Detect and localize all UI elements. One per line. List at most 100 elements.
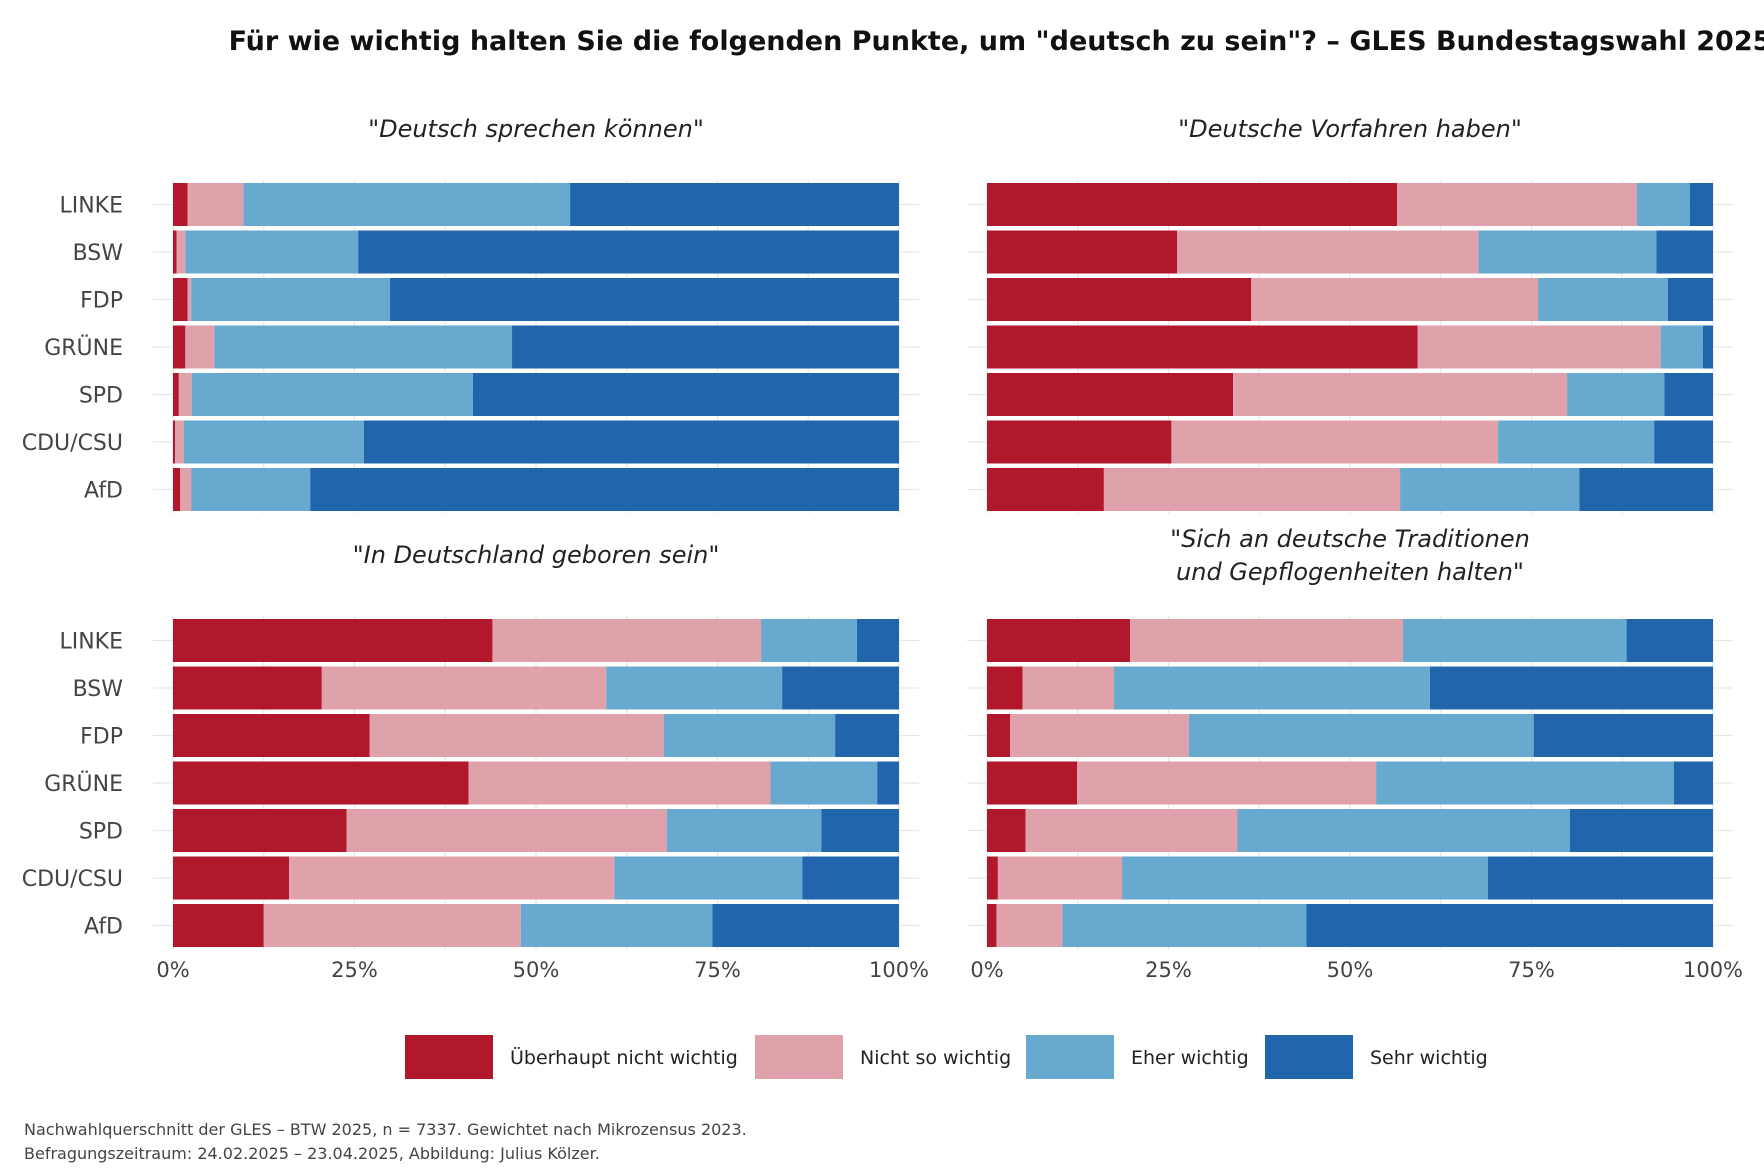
- x-tick-label: 0%: [156, 958, 189, 982]
- bar-fdp-sehr-wichtig: [390, 278, 899, 321]
- legend-label-ueberhaupt-nicht-wichtig: Überhaupt nicht wichtig: [510, 1046, 738, 1069]
- bar-spd-nicht-so-wichtig: [1025, 809, 1238, 852]
- bar-fdp-ueberhaupt-nicht-wichtig: [173, 714, 370, 757]
- bar-cdu-csu-sehr-wichtig: [363, 420, 899, 464]
- bar-gruene-eher-wichtig: [1376, 761, 1674, 805]
- bar-spd-ueberhaupt-nicht-wichtig: [173, 809, 347, 852]
- x-tick-label: 100%: [1683, 958, 1743, 982]
- bar-bsw-eher-wichtig: [1478, 230, 1657, 274]
- bar-linke-nicht-so-wichtig: [187, 183, 244, 226]
- bar-bsw-eher-wichtig: [1114, 666, 1430, 710]
- bar-fdp-sehr-wichtig: [1667, 278, 1713, 321]
- facets: "Deutsch sprechen können" LINKE BSW FDP GRÜN…: [22, 115, 1743, 982]
- bar-linke-ueberhaupt-nicht-wichtig: [173, 619, 493, 662]
- bar-spd-eher-wichtig: [191, 373, 473, 416]
- bar-gruene-eher-wichtig: [214, 325, 513, 369]
- legend-label-sehr-wichtig: Sehr wichtig: [1370, 1047, 1488, 1069]
- bar-linke-sehr-wichtig: [1626, 619, 1713, 662]
- bar-afd-sehr-wichtig: [310, 468, 899, 511]
- bar-spd-sehr-wichtig: [1569, 809, 1713, 852]
- bar-spd-sehr-wichtig: [1664, 373, 1713, 416]
- bar-bsw-ueberhaupt-nicht-wichtig: [173, 230, 177, 274]
- bar-fdp-eher-wichtig: [1188, 714, 1534, 757]
- bar-afd-ueberhaupt-nicht-wichtig: [173, 904, 264, 947]
- bar-linke-nicht-so-wichtig: [1130, 619, 1403, 662]
- bar-gruene-ueberhaupt-nicht-wichtig: [987, 761, 1078, 805]
- bar-bsw-nicht-so-wichtig: [1177, 230, 1479, 274]
- bar-cdu-csu-nicht-so-wichtig: [1171, 420, 1499, 464]
- category-label-bsw: BSW: [73, 241, 124, 266]
- bar-spd-ueberhaupt-nicht-wichtig: [987, 373, 1234, 416]
- bar-afd-nicht-so-wichtig: [996, 904, 1063, 947]
- bar-spd-nicht-so-wichtig: [1233, 373, 1568, 416]
- x-tick-label: 0%: [970, 958, 1003, 982]
- bar-spd-eher-wichtig: [666, 809, 822, 852]
- bar-linke-sehr-wichtig: [570, 183, 899, 226]
- bar-linke-eher-wichtig: [1636, 183, 1690, 226]
- bar-fdp-eher-wichtig: [191, 278, 391, 321]
- category-label-bsw: BSW: [73, 677, 124, 702]
- bar-fdp-nicht-so-wichtig: [1251, 278, 1539, 321]
- legend: Überhaupt nicht wichtig Nicht so wichtig E…: [405, 1035, 1488, 1079]
- bar-gruene-nicht-so-wichtig: [1077, 761, 1377, 805]
- chart-title: Für wie wichtig halten Sie die folgenden…: [229, 26, 1764, 57]
- category-label-cdu-csu: CDU/CSU: [22, 867, 123, 892]
- x-tick-label: 25%: [1145, 958, 1192, 982]
- facet-1: "Deutsch sprechen können" LINKE BSW FDP GRÜN…: [22, 115, 919, 514]
- bar-spd-ueberhaupt-nicht-wichtig: [173, 373, 179, 416]
- bar-gruene-sehr-wichtig: [512, 325, 899, 369]
- bar-gruene-sehr-wichtig: [1702, 325, 1713, 369]
- bar-fdp-nicht-so-wichtig: [369, 714, 664, 757]
- legend-key-nicht-so-wichtig: [755, 1035, 843, 1079]
- bar-spd-nicht-so-wichtig: [346, 809, 667, 852]
- bar-linke-eher-wichtig: [243, 183, 571, 226]
- x-tick-label: 25%: [331, 958, 378, 982]
- bar-afd-ueberhaupt-nicht-wichtig: [987, 904, 997, 947]
- bar-linke-ueberhaupt-nicht-wichtig: [987, 619, 1131, 662]
- facet-4-title-line-2: und Gepflogenheiten halten": [1176, 558, 1524, 586]
- bar-spd-ueberhaupt-nicht-wichtig: [987, 809, 1026, 852]
- bar-bsw-nicht-so-wichtig: [1022, 666, 1115, 710]
- bar-bsw-nicht-so-wichtig: [321, 666, 607, 710]
- bar-afd-sehr-wichtig: [712, 904, 899, 947]
- bar-cdu-csu-nicht-so-wichtig: [289, 856, 615, 900]
- bar-cdu-csu-eher-wichtig: [183, 420, 364, 464]
- bar-fdp-eher-wichtig: [663, 714, 836, 757]
- x-tick-label: 50%: [1327, 958, 1374, 982]
- bar-cdu-csu-eher-wichtig: [614, 856, 803, 900]
- bar-afd-nicht-so-wichtig: [263, 904, 521, 947]
- bar-cdu-csu-sehr-wichtig: [1654, 420, 1713, 464]
- category-label-gruene: GRÜNE: [44, 335, 123, 361]
- bar-cdu-csu-sehr-wichtig: [1487, 856, 1713, 900]
- legend-label-eher-wichtig: Eher wichtig: [1131, 1047, 1249, 1069]
- bar-afd-eher-wichtig: [520, 904, 713, 947]
- bar-fdp-sehr-wichtig: [1533, 714, 1713, 757]
- category-label-spd: SPD: [79, 820, 123, 845]
- bar-linke-nicht-so-wichtig: [492, 619, 762, 662]
- bar-afd-nicht-so-wichtig: [180, 468, 192, 511]
- bar-spd-eher-wichtig: [1237, 809, 1570, 852]
- bar-spd-eher-wichtig: [1567, 373, 1665, 416]
- bar-cdu-csu-ueberhaupt-nicht-wichtig: [987, 420, 1172, 464]
- facet-3-title-line-1: "In Deutschland geboren sein": [353, 541, 720, 569]
- bar-gruene-sehr-wichtig: [1673, 761, 1713, 805]
- bar-afd-eher-wichtig: [191, 468, 311, 511]
- bar-bsw-sehr-wichtig: [1429, 666, 1713, 710]
- bar-cdu-csu-ueberhaupt-nicht-wichtig: [173, 420, 176, 464]
- facet-3: "In Deutschland geboren sein" LINKE BSW FDP…: [22, 541, 929, 982]
- bar-fdp-ueberhaupt-nicht-wichtig: [173, 278, 188, 321]
- bar-gruene-ueberhaupt-nicht-wichtig: [173, 761, 469, 805]
- facet-4: "Sich an deutsche Traditionen und Gepflog…: [967, 525, 1743, 982]
- category-label-afd: AfD: [84, 479, 123, 504]
- bar-linke-ueberhaupt-nicht-wichtig: [987, 183, 1398, 226]
- category-label-linke: LINKE: [59, 630, 123, 655]
- legend-key-ueberhaupt-nicht-wichtig: [405, 1035, 493, 1079]
- bar-fdp-nicht-so-wichtig: [1010, 714, 1189, 757]
- bar-bsw-ueberhaupt-nicht-wichtig: [987, 666, 1023, 710]
- x-tick-label: 75%: [694, 958, 741, 982]
- bar-cdu-csu-sehr-wichtig: [802, 856, 899, 900]
- facet-2-title-line-1: "Deutsche Vorfahren haben": [1178, 115, 1522, 143]
- bar-fdp-nicht-so-wichtig: [187, 278, 192, 321]
- bar-linke-eher-wichtig: [1402, 619, 1627, 662]
